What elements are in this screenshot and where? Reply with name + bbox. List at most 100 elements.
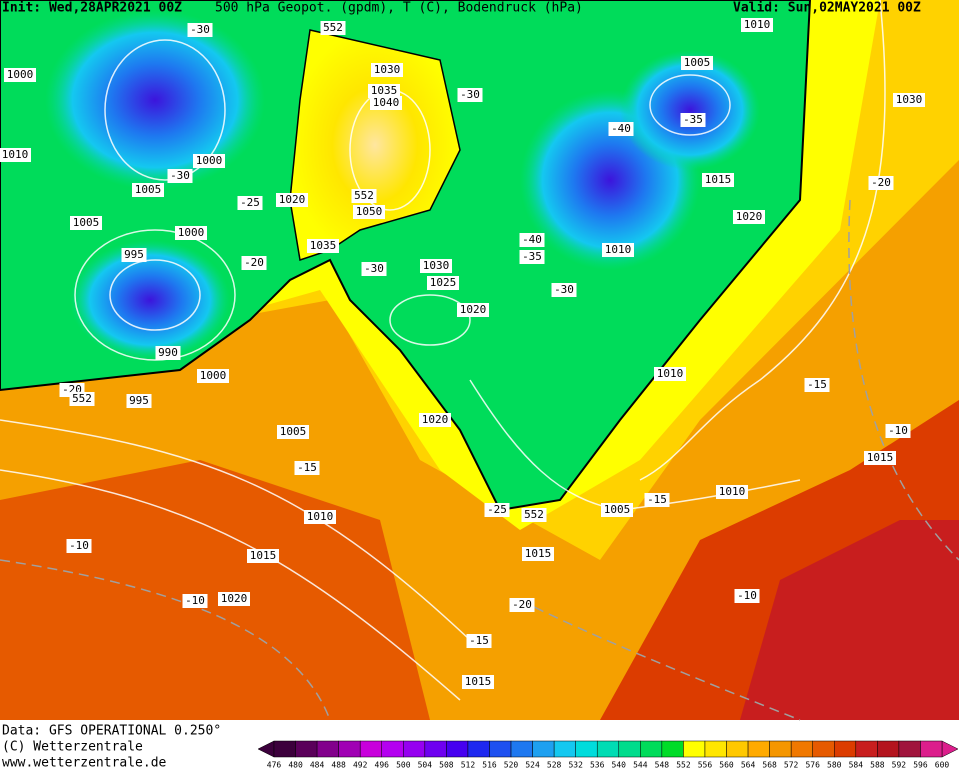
colorbar-label: 592: [892, 761, 907, 770]
map-label: -15: [297, 461, 317, 474]
colorbar-swatch: [467, 740, 490, 758]
colorbar-label: 544: [633, 761, 648, 770]
label-box: [864, 451, 896, 465]
map-label: 1005: [604, 503, 631, 516]
map-label: 1035: [371, 84, 398, 97]
colorbar-label: 476: [267, 761, 282, 770]
colorbar-label: 540: [612, 761, 627, 770]
colorbar-swatch: [295, 740, 318, 758]
colorbar-label: 516: [482, 761, 497, 770]
colorbar-label: 480: [288, 761, 303, 770]
colorbar-label: 584: [849, 761, 864, 770]
colorbar-swatch: [834, 740, 857, 758]
colorbar-swatch: [920, 740, 943, 758]
label-box: [551, 283, 577, 297]
label-box: [70, 216, 102, 230]
label-box: [307, 239, 339, 253]
label-box: [277, 425, 309, 439]
label-box: [182, 594, 208, 608]
colorbar-swatch: [769, 740, 792, 758]
footer-copyright: (C) Wetterzentrale: [2, 740, 143, 755]
colorbar-label: 552: [676, 761, 691, 770]
map-label: 1010: [2, 148, 29, 161]
label-box: [155, 346, 181, 360]
label-box: [457, 303, 489, 317]
map-label: -20: [512, 598, 532, 611]
label-box: [681, 56, 713, 70]
colorbar-label: 532: [568, 761, 583, 770]
map-label: 1010: [744, 18, 771, 31]
map-label: 1000: [7, 68, 34, 81]
map-label: 1050: [356, 205, 383, 218]
label-box: [294, 461, 320, 475]
colorbar-arrow-right: [941, 740, 959, 758]
map-label: 552: [354, 189, 374, 202]
map-label: 1020: [736, 210, 763, 223]
colorbar-label: 596: [913, 761, 928, 770]
label-box: [241, 256, 267, 270]
map-label: 995: [129, 394, 149, 407]
map-label: -40: [611, 122, 631, 135]
label-box: [427, 276, 459, 290]
colorbar-swatch: [316, 740, 339, 758]
map-label: 1005: [73, 216, 100, 229]
label-box: [716, 485, 748, 499]
label-box: [237, 196, 263, 210]
colorbar-swatch: [446, 740, 469, 758]
colorbar-label: 568: [762, 761, 777, 770]
colorbar-label: 484: [310, 761, 325, 770]
colorbar-label: 500: [396, 761, 411, 770]
colorbar-swatch: [812, 740, 835, 758]
label-box: [741, 18, 773, 32]
label-box: [419, 413, 451, 427]
colorbar-swatch: [532, 740, 555, 758]
colorbar-label: 528: [547, 761, 562, 770]
map-label: 1035: [310, 239, 337, 252]
label-box: [175, 226, 207, 240]
label-box: [370, 96, 402, 110]
label-box: [351, 189, 377, 203]
map-label: 1000: [200, 369, 227, 382]
footer-data: Data: GFS OPERATIONAL 0.250°: [2, 724, 221, 739]
map-label: 552: [524, 508, 544, 521]
colorbar-swatch: [877, 740, 900, 758]
title: 500 hPa Geopot. (gpdm), T (C), Bodendruc…: [215, 1, 583, 16]
colorbar-label: 572: [784, 761, 799, 770]
colorbar-arrow-left: [257, 740, 275, 758]
map-label: -15: [647, 493, 667, 506]
label-box: [320, 21, 346, 35]
colorbar-swatch: [338, 740, 361, 758]
map-label: -25: [240, 196, 260, 209]
map-label: 1015: [525, 547, 552, 560]
label-box: [804, 378, 830, 392]
colorbar-label: 600: [935, 761, 950, 770]
map-label: 552: [323, 21, 343, 34]
init: Init: Wed,28APR2021 00Z: [2, 1, 182, 16]
map-label: 1030: [423, 259, 450, 272]
colorbar-label: 492: [353, 761, 368, 770]
map-label: 995: [124, 248, 144, 261]
map-label: 1030: [374, 63, 401, 76]
map-label: -35: [683, 113, 703, 126]
map-label: 1040: [373, 96, 400, 109]
label-box: [893, 93, 925, 107]
map-label: 1010: [307, 510, 334, 523]
map-label: 1010: [605, 243, 632, 256]
map-label: -15: [469, 634, 489, 647]
label-box: [193, 154, 225, 168]
colorbar-swatch: [640, 740, 663, 758]
label-box: [519, 250, 545, 264]
colorbar-label: 564: [741, 761, 756, 770]
label-box: [353, 205, 385, 219]
map-label: -30: [554, 283, 574, 296]
map-label: 1005: [684, 56, 711, 69]
colorbar-swatch: [618, 740, 641, 758]
label-box: [121, 248, 147, 262]
colorbar-swatch: [726, 740, 749, 758]
map-label: 1015: [250, 549, 277, 562]
colorbar-swatch: [747, 740, 770, 758]
map-label: 1025: [430, 276, 457, 289]
label-box: [608, 122, 634, 136]
